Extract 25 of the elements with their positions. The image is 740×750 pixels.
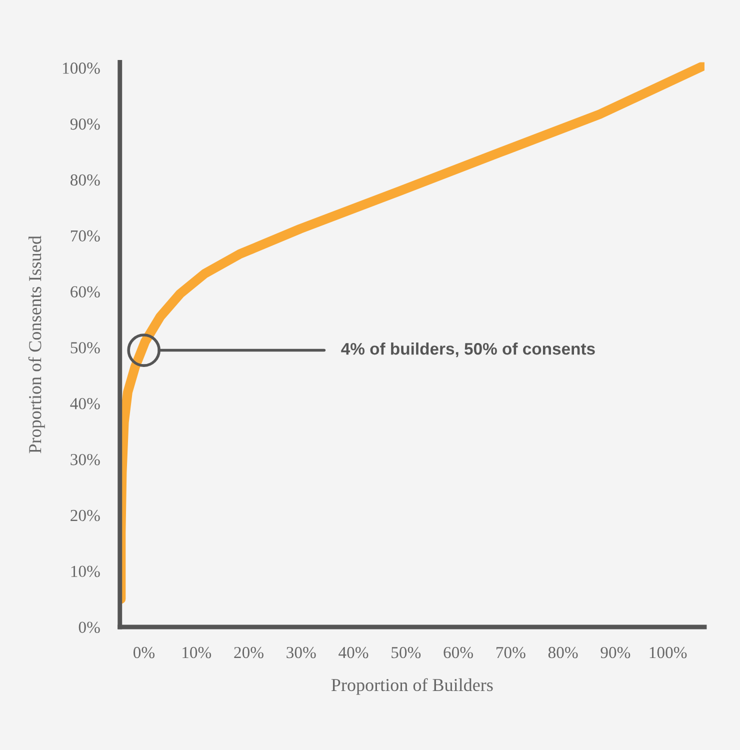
y-tick-label: 50% — [70, 342, 100, 354]
x-tick-label: 0% — [134, 646, 155, 658]
y-tick-label: 30% — [70, 454, 100, 466]
y-tick-label: 70% — [70, 230, 100, 242]
y-tick-label: 80% — [70, 174, 100, 186]
x-tick-label: 60% — [444, 646, 473, 658]
y-tick-label: 0% — [78, 622, 100, 633]
x-tick-label: 100% — [650, 646, 687, 658]
x-tick-label: 10% — [182, 646, 212, 658]
x-tick-label: 30% — [286, 646, 316, 658]
x-tick-label: 20% — [234, 646, 264, 658]
annotation: 4% of builders, 50% of consents — [341, 342, 595, 358]
y-tick-label: 60% — [70, 286, 100, 298]
x-tick-label: 40% — [338, 646, 368, 658]
y-tick-label: 40% — [70, 398, 100, 410]
y-tick-label: 10% — [71, 566, 100, 578]
y-axis-title: Proportion of Consents Issued — [28, 236, 45, 454]
x-tick-label: 70% — [496, 646, 526, 658]
y-tick-label: 90% — [70, 118, 100, 130]
x-tick-label: 50% — [392, 646, 421, 658]
y-tick-label: 100% — [63, 62, 100, 74]
x-tick-label: 90% — [600, 646, 630, 658]
x-axis-title: Proportion of Builders — [331, 678, 493, 695]
x-tick-label: 80% — [548, 646, 578, 658]
y-tick-label: 20% — [70, 510, 100, 522]
